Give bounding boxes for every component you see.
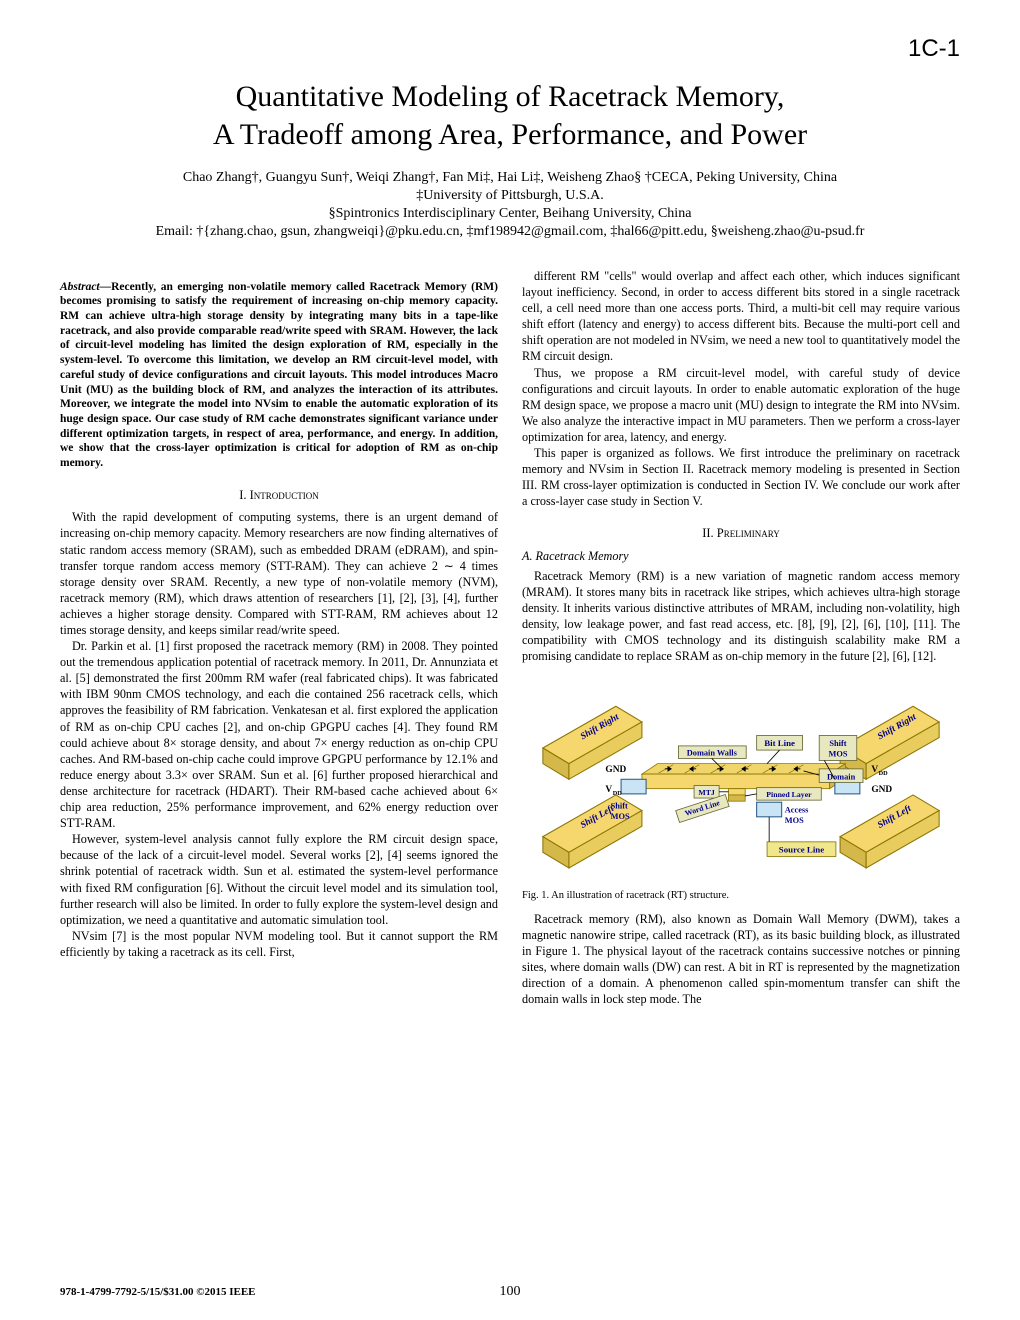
sec1-para4: NVsim [7] is the most popular NVM modeli… (60, 928, 498, 960)
mtj-label: MTJ (698, 787, 715, 796)
emails: Email: †{zhang.chao, gsun, zhangweiqi}@p… (60, 224, 960, 240)
pinned-layer-label: Pinned Layer (766, 790, 812, 799)
svg-text:Shift: Shift (611, 801, 628, 810)
svg-text:DD: DD (879, 770, 889, 777)
domain-walls-label: Domain Walls (687, 748, 738, 757)
sec1-para2: Dr. Parkin et al. [1] first proposed the… (60, 638, 498, 831)
sec2-para1: Racetrack Memory (RM) is a new variation… (522, 568, 960, 665)
affiliation-2: §Spintronics Interdisciplinary Center, B… (60, 206, 960, 222)
abstract: Abstract—Recently, an emerging non-volat… (60, 280, 498, 471)
isbn: 978-1-4799-7792-5/15/$31.00 ©2015 IEEE (60, 1286, 256, 1298)
title-line2: A Tradeoff among Area, Performance, and … (60, 118, 960, 152)
title-line1: Quantitative Modeling of Racetrack Memor… (60, 80, 960, 114)
page-number: 100 (500, 1284, 521, 1300)
right-column: different RM "cells" would overlap and a… (522, 268, 960, 1008)
section-2-heading: II. Preliminary (522, 525, 960, 542)
svg-text:Shift: Shift (829, 738, 846, 747)
affiliation-1: ‡University of Pittsburgh, U.S.A. (60, 188, 960, 204)
sec1-para3: However, system-level analysis cannot fu… (60, 831, 498, 928)
col2-para1: different RM "cells" would overlap and a… (522, 268, 960, 365)
source-line-label: Source Line (779, 844, 824, 854)
left-column: Abstract—Recently, an emerging non-volat… (60, 268, 498, 1008)
col2-para3: This paper is organized as follows. We f… (522, 445, 960, 509)
abstract-label: Abstract— (60, 281, 111, 293)
bit-line-label: Bit Line (764, 737, 795, 747)
figure-1-caption: Fig. 1. An illustration of racetrack (RT… (522, 889, 960, 903)
svg-text:GND: GND (871, 784, 892, 794)
abstract-body: Recently, an emerging non-volatile memor… (60, 281, 498, 470)
svg-text:MOS: MOS (828, 749, 847, 758)
svg-text:V: V (605, 784, 612, 794)
svg-text:V: V (871, 765, 878, 775)
svg-text:DD: DD (613, 789, 623, 796)
racetrack-diagram-svg: Shift Right Shift Right Shift Le (522, 675, 960, 884)
section-1-heading: I. Introduction (60, 487, 498, 504)
svg-text:GND: GND (605, 765, 626, 775)
col2-para2: Thus, we propose a RM circuit-level mode… (522, 365, 960, 445)
svg-text:Access: Access (785, 805, 809, 814)
subsection-2a-heading: A. Racetrack Memory (522, 548, 960, 564)
svg-text:MOS: MOS (611, 811, 630, 820)
sec1-para1: With the rapid development of computing … (60, 509, 498, 638)
sec2-para2: Racetrack memory (RM), also known as Dom… (522, 911, 960, 1008)
svg-text:MOS: MOS (785, 816, 804, 825)
figure-1: Shift Right Shift Right Shift Le (522, 675, 960, 884)
authors: Chao Zhang†, Guangyu Sun†, Weiqi Zhang†,… (60, 170, 960, 186)
header-code: 1C-1 (908, 35, 960, 63)
